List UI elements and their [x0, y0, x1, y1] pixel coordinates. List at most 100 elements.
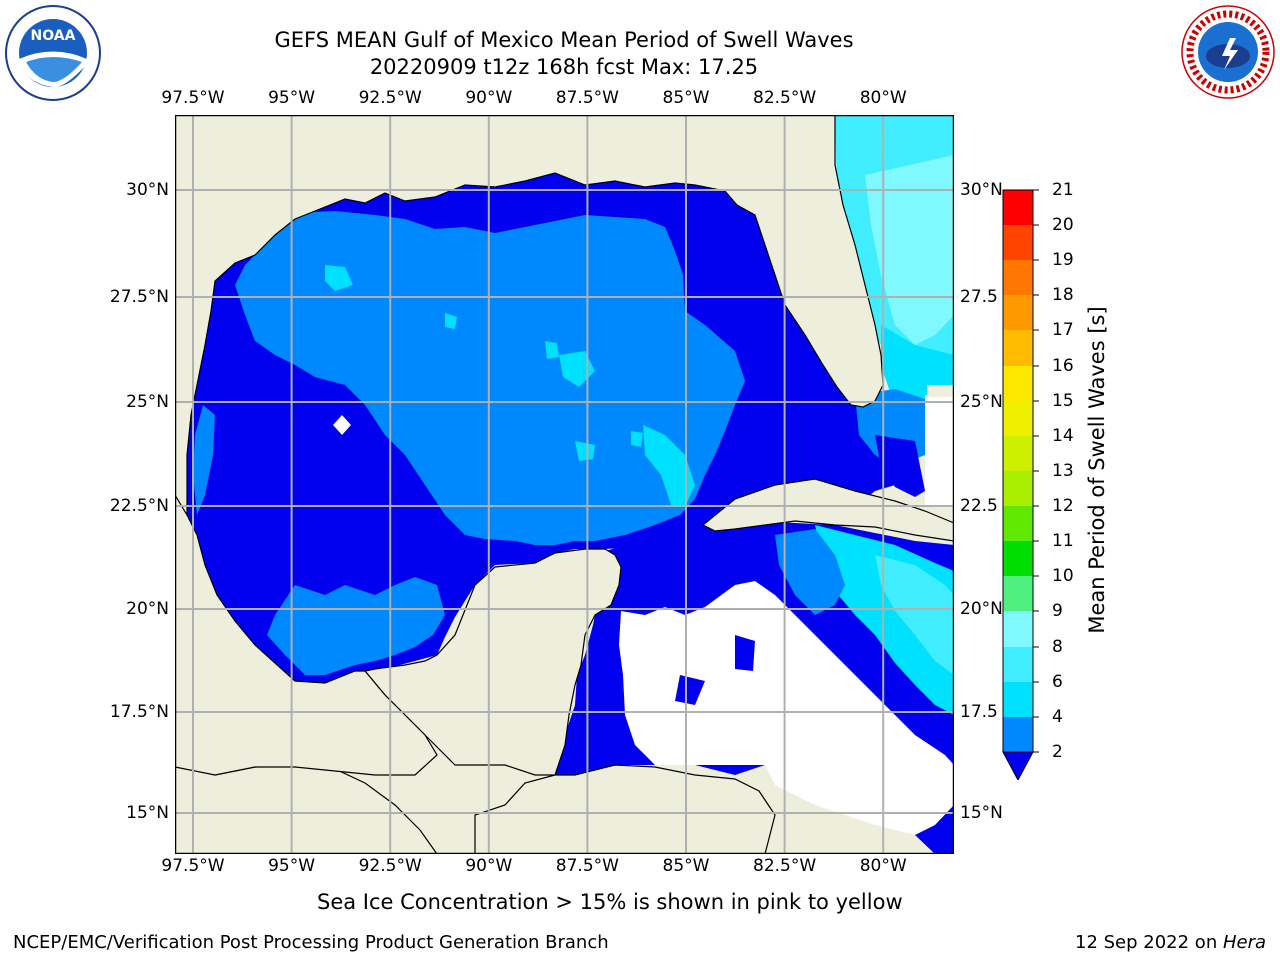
- caribbean-missing-region: [619, 581, 954, 835]
- lat-tick-label-right: 30°N: [960, 180, 1003, 200]
- nws-logo: [1180, 4, 1276, 100]
- gulf-period-4-6-patch-a: [643, 425, 695, 507]
- lat-tick-label-left: 22.5°N: [109, 496, 169, 516]
- colorbar-bin: [1003, 471, 1033, 506]
- lat-tick-label-left: 25°N: [126, 392, 169, 412]
- cuba-land: [701, 478, 954, 542]
- footer-host: Hera: [1222, 932, 1266, 953]
- colorbar-tick-label: 12: [1052, 496, 1074, 516]
- colorbar-bin: [1003, 330, 1033, 366]
- gulf-period-2-4-region: [235, 211, 745, 545]
- colorbar-tick-label: 18: [1052, 285, 1074, 305]
- colorbar-svg: [1002, 189, 1039, 782]
- colorbar-tick-label: 8: [1052, 637, 1063, 657]
- lon-tick-label-bottom: 80°W: [859, 856, 907, 876]
- chart-title: GEFS MEAN Gulf of Mexico Mean Period of …: [274, 28, 854, 52]
- lat-tick-label-left: 20°N: [126, 599, 169, 619]
- lat-tick-label-right: 22.5: [960, 496, 998, 516]
- colorbar-bin: [1003, 682, 1033, 717]
- caribbean-missing-gap-fill-2: [735, 635, 755, 671]
- caribbean-2-4-fringe: [775, 529, 845, 615]
- colorbar-tick-label: 4: [1052, 707, 1063, 727]
- colorbar-bin: [1003, 717, 1033, 752]
- colorbar-bin: [1003, 260, 1033, 295]
- gulf-period-4-6-patch-d: [545, 341, 559, 359]
- colorbar-tick-label: 21: [1052, 180, 1074, 200]
- map-panel: [174, 114, 955, 855]
- colorbar-bin: [1003, 506, 1033, 541]
- atlantic-white-bahamas: [925, 395, 954, 507]
- lon-tick-label-top: 97.5°W: [161, 88, 225, 108]
- mexico-west-land: [175, 493, 438, 776]
- colorbar-bin: [1003, 541, 1033, 576]
- lat-tick-label-left: 30°N: [126, 180, 169, 200]
- lon-tick-label-bottom: 95°W: [268, 856, 316, 876]
- map-svg: [174, 114, 955, 855]
- lon-tick-label-bottom: 97.5°W: [161, 856, 225, 876]
- colorbar-tick-label: 2: [1052, 742, 1063, 762]
- gulf-period-4-6-patch-b: [559, 351, 595, 387]
- lon-tick-label-top: 85°W: [662, 88, 710, 108]
- colorbar-bin: [1003, 576, 1033, 611]
- colorbar-bin: [1003, 647, 1033, 682]
- lon-tick-label-bottom: 85°W: [662, 856, 710, 876]
- lat-tick-label-right: 27.5: [960, 287, 998, 307]
- footer-date: 12 Sep 2022 on: [1075, 932, 1223, 953]
- colorbar-under-extension: [1002, 751, 1034, 782]
- map-border: [174, 114, 955, 855]
- colorbar-bin: [1003, 295, 1033, 330]
- colorbar-bin: [1003, 436, 1033, 471]
- gulf-period-4-6-patch-f: [631, 431, 643, 447]
- chart-subtitle: 20220909 t12z 168h fcst Max: 17.25: [369, 55, 759, 79]
- lat-tick-label-left: 17.5°N: [109, 702, 169, 722]
- colorbar-tick-label: 19: [1052, 250, 1074, 270]
- lon-tick-label-top: 92.5°W: [358, 88, 422, 108]
- lat-tick-label-right: 17.5: [960, 702, 998, 722]
- caribbean-period-6-8-region: [875, 555, 954, 675]
- lat-tick-label-right: 20°N: [960, 599, 1003, 619]
- colorbar-tick-label: 10: [1052, 566, 1074, 586]
- colorbar-tick-label: 11: [1052, 531, 1074, 551]
- noaa-logo: NOAA: [4, 4, 102, 102]
- colorbar-tick-label: 13: [1052, 461, 1074, 481]
- footer-timestamp: 12 Sep 2022 on Hera: [1075, 932, 1266, 953]
- footer-credit: NCEP/EMC/Verification Post Processing Pr…: [13, 932, 609, 953]
- lat-tick-label-right: 15°N: [960, 803, 1003, 823]
- gulf-missing-spot: [333, 415, 351, 435]
- caribbean-missing-gap-fill: [675, 675, 705, 705]
- lon-tick-label-bottom: 92.5°W: [358, 856, 422, 876]
- lon-tick-label-top: 82.5°W: [753, 88, 817, 108]
- lon-tick-label-bottom: 82.5°W: [753, 856, 817, 876]
- colorbar-tick-label: 20: [1052, 215, 1074, 235]
- gulf-south-2-4-region: [267, 577, 445, 675]
- colorbar-bin: [1003, 366, 1033, 401]
- colorbar-tick-label: 14: [1052, 426, 1074, 446]
- lon-tick-label-bottom: 90°W: [465, 856, 513, 876]
- gulf-west-2-4-region: [193, 405, 215, 515]
- gridlines: [175, 115, 954, 854]
- atlantic-white-patch-upper: [927, 385, 954, 397]
- colorbar-tick-label: 16: [1052, 356, 1074, 376]
- colorbar-tick-label: 17: [1052, 320, 1074, 340]
- gulf-period-4-6-patch-c: [325, 265, 353, 291]
- colorbar-bin: [1003, 401, 1033, 436]
- atlantic-dark-strait: [875, 435, 925, 497]
- colorbar-tick-label: 9: [1052, 601, 1063, 621]
- gulf-period-4-6-patch-e: [575, 441, 595, 461]
- lon-tick-label-bottom: 87.5°W: [555, 856, 619, 876]
- lat-tick-label-left: 27.5°N: [109, 287, 169, 307]
- florida-land: [175, 115, 884, 516]
- colorbar-bin: [1003, 225, 1033, 260]
- colorbar-tick-label: 6: [1052, 672, 1063, 692]
- colorbar: [995, 180, 1045, 784]
- lon-tick-label-top: 80°W: [859, 88, 907, 108]
- lat-tick-label-right: 25°N: [960, 392, 1003, 412]
- lon-tick-label-top: 95°W: [268, 88, 316, 108]
- sea-ice-note: Sea Ice Concentration > 15% is shown in …: [317, 890, 903, 914]
- noaa-logo-text: NOAA: [31, 28, 76, 44]
- lon-tick-label-top: 87.5°W: [555, 88, 619, 108]
- lat-tick-label-left: 15°N: [126, 803, 169, 823]
- lon-tick-label-top: 90°W: [465, 88, 513, 108]
- gulf-period-4-6-patch-g: [445, 313, 457, 329]
- colorbar-bin: [1003, 611, 1033, 647]
